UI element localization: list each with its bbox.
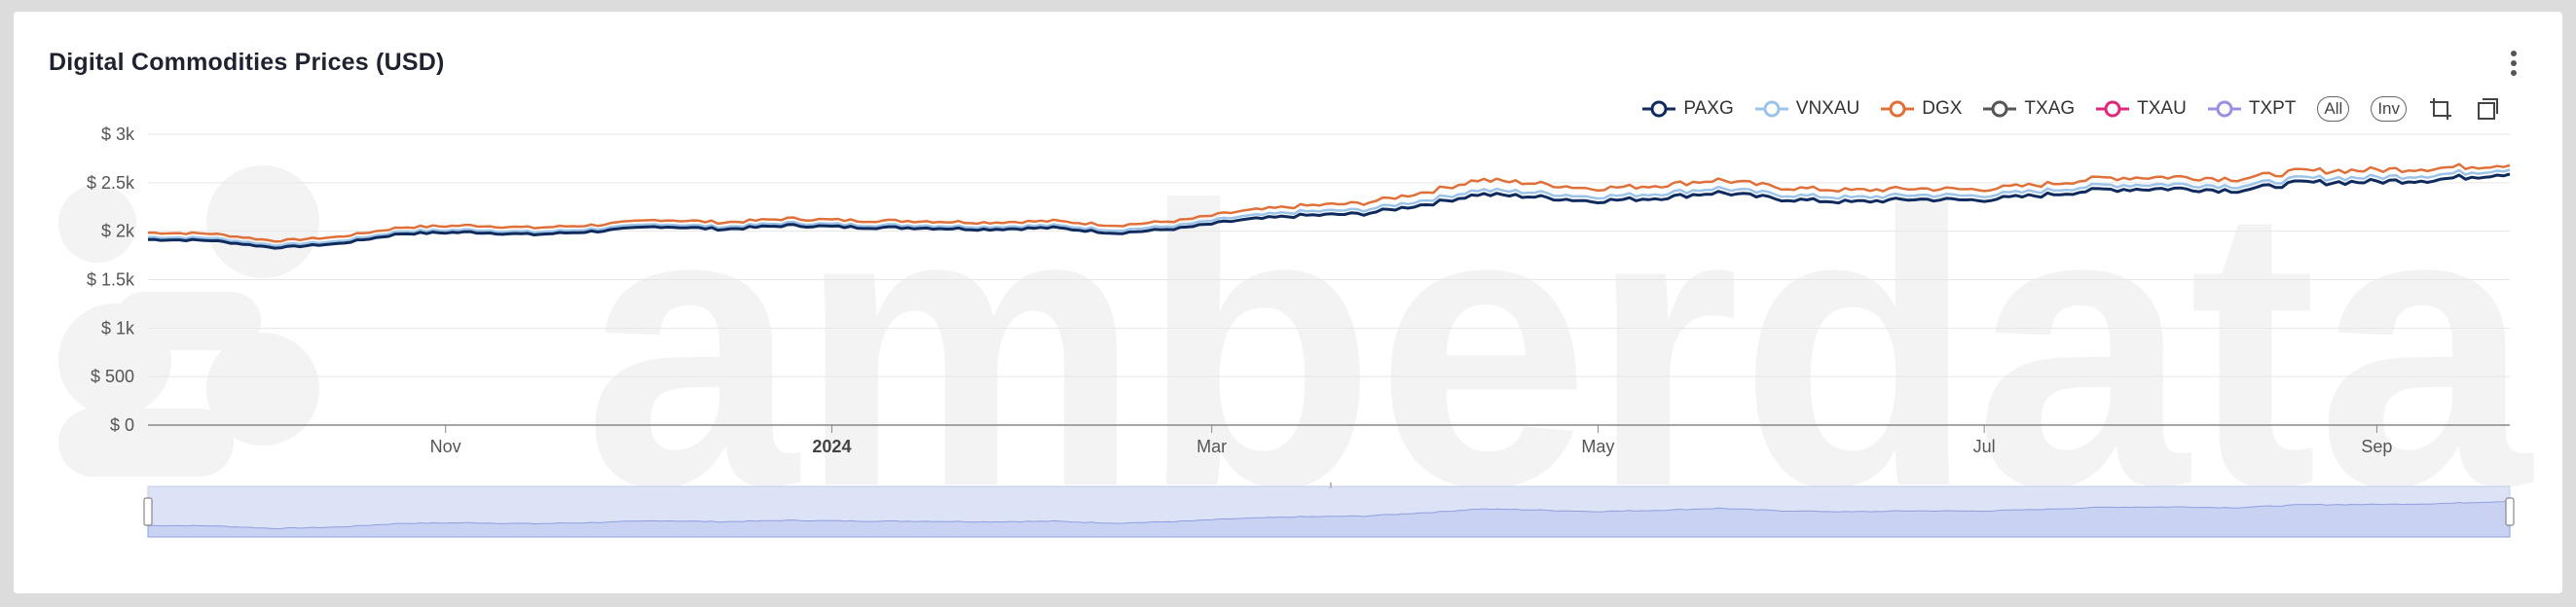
series-line-paxg[interactable] [147,172,2511,250]
y-tick-label: $ 1k [101,318,135,338]
x-tick-label: Mar [1196,437,1227,456]
x-tick-label: Sep [2361,437,2392,456]
navigator-right-handle[interactable] [2505,497,2515,526]
legend-marker-icon [2096,100,2130,118]
navigator-left-handle[interactable] [143,497,153,526]
y-axis: $ 0 $ 500 $ 1k $ 1.5k $ 2k $ 2.5k $ 3k [87,125,135,435]
legend-label-txpt: TXPT [2248,98,2297,119]
legend-item-txau[interactable]: TXAU [2096,98,2187,120]
legend-marker-icon [1642,100,1676,118]
legend-label-txau: TXAU [2137,98,2187,119]
legend-label-paxg: PAXG [1683,98,1734,119]
legend-marker-icon [1881,100,1915,118]
legend-item-txag[interactable]: TXAG [1983,98,2075,120]
legend-marker-icon [1983,100,2017,118]
legend-label-txag: TXAG [2024,98,2076,119]
chart-title: Digital Commodities Prices (USD) [49,49,445,76]
legend-marker-icon [2207,100,2241,118]
legend-label-dgx: DGX [1922,98,1963,119]
x-tick-label: Jul [1973,437,1996,456]
grid [148,133,2510,426]
y-tick-label: $ 2k [101,222,135,241]
y-tick-label: $ 2.5k [87,173,135,193]
legend-item-dgx[interactable]: DGX [1881,98,1962,120]
x-axis: Nov 2024 Mar May Jul Sep [430,425,2392,456]
legend-item-txpt[interactable]: TXPT [2207,98,2297,120]
y-tick-label: $ 1.5k [87,270,135,290]
series-line-dgx[interactable] [147,162,2511,243]
series [147,162,2511,250]
legend-item-vnxau[interactable]: VNXAU [1754,98,1860,120]
navigator-series [147,500,2511,538]
invert-series-button[interactable]: Inv [2371,96,2407,122]
y-tick-label: $ 500 [91,367,134,386]
legend-marker-icon [1754,100,1788,118]
crop-icon[interactable] [2428,96,2453,122]
x-tick-label: 2024 [812,437,851,456]
navigator[interactable] [143,482,2515,538]
y-tick-label: $ 0 [110,415,134,435]
legend-label-vnxau: VNXAU [1795,98,1860,119]
reset-zoom-icon[interactable] [2475,96,2500,122]
all-series-button[interactable]: All [2317,96,2350,122]
x-tick-label: Nov [430,437,461,456]
amberdata-logo-icon [58,165,319,477]
y-tick-label: $ 3k [101,125,135,144]
legend: PAXG VNXAU DGX TXAG TXAU TXPT All Inv [1642,93,2500,125]
kebab-menu-icon[interactable] [2508,51,2520,76]
x-tick-label: May [1581,437,1614,456]
series-line-vnxau[interactable] [147,168,2511,247]
legend-item-paxg[interactable]: PAXG [1642,98,1734,120]
